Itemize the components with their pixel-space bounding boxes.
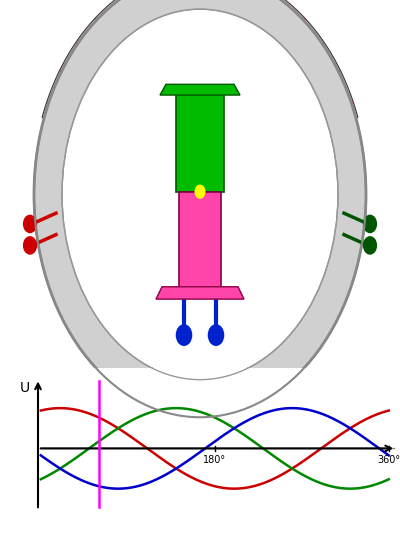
Polygon shape (179, 192, 221, 288)
Text: 180°: 180° (203, 455, 226, 466)
Polygon shape (156, 287, 244, 299)
Polygon shape (127, 0, 273, 29)
Circle shape (62, 9, 338, 380)
Polygon shape (68, 244, 154, 365)
Circle shape (364, 215, 376, 233)
Polygon shape (141, 321, 259, 382)
Circle shape (195, 185, 205, 198)
Polygon shape (176, 92, 224, 192)
Circle shape (24, 215, 36, 233)
Bar (0, 368, 400, 537)
Text: 360°: 360° (377, 455, 400, 466)
Circle shape (176, 325, 192, 345)
Circle shape (62, 9, 338, 380)
Text: U: U (20, 381, 30, 395)
Polygon shape (246, 244, 332, 365)
Circle shape (34, 0, 366, 417)
Circle shape (24, 237, 36, 254)
Circle shape (208, 325, 224, 345)
Polygon shape (258, 0, 358, 132)
Polygon shape (42, 0, 142, 132)
Circle shape (364, 237, 376, 254)
Circle shape (34, 0, 366, 417)
Polygon shape (160, 84, 240, 95)
